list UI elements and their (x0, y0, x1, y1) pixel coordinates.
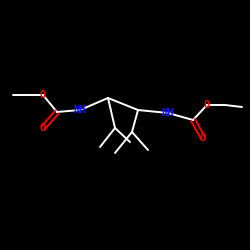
Text: O: O (40, 123, 46, 133)
Text: O: O (200, 133, 206, 143)
Text: O: O (40, 90, 46, 100)
Text: NH: NH (74, 105, 86, 115)
Text: NH: NH (162, 108, 174, 118)
Text: O: O (204, 100, 210, 110)
